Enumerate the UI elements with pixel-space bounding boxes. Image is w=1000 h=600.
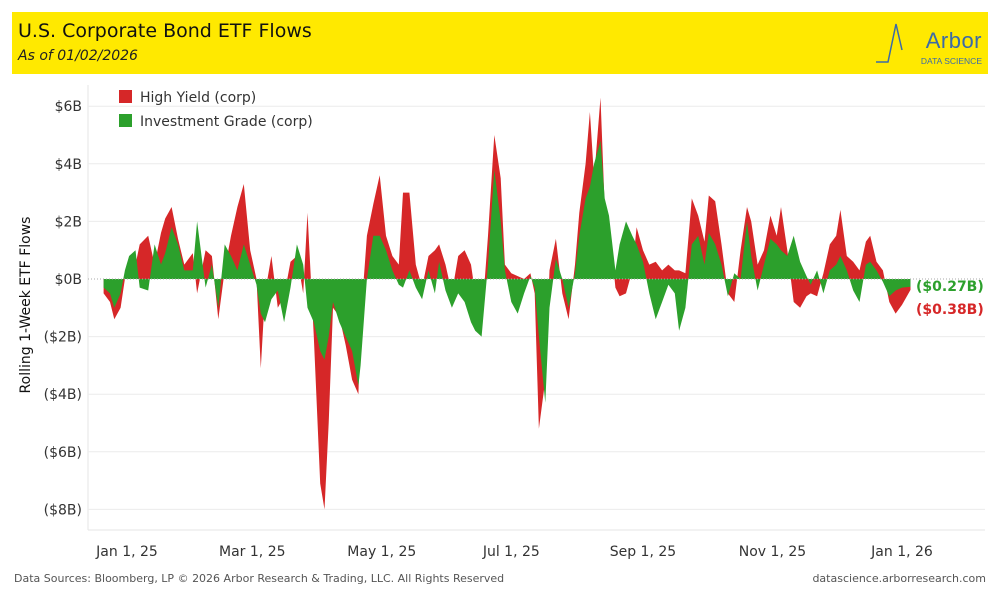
x-tick-label: Jan 1, 25 bbox=[95, 544, 158, 560]
y-tick-label: $6B bbox=[55, 99, 82, 115]
high-yield-area bbox=[103, 97, 911, 510]
y-tick-label: ($6B) bbox=[44, 445, 82, 461]
end-label-investment-grade: ($0.27B) bbox=[916, 279, 984, 295]
logo-text: Arbor bbox=[925, 28, 982, 53]
legend-swatch-investment-grade bbox=[119, 114, 132, 127]
x-tick-label: Nov 1, 25 bbox=[739, 544, 806, 560]
logo-subtext: DATA SCIENCE bbox=[920, 56, 982, 66]
arbor-logo: Arbor DATA SCIENCE bbox=[872, 20, 982, 70]
legend-label-high-yield: High Yield (corp) bbox=[140, 90, 256, 106]
data-sources-note: Data Sources: Bloomberg, LP © 2026 Arbor… bbox=[14, 572, 505, 585]
y-tick-label: ($2B) bbox=[44, 330, 82, 346]
logo-mark-icon bbox=[876, 23, 903, 63]
header-banner: U.S. Corporate Bond ETF Flows As of 01/0… bbox=[12, 12, 988, 74]
page-title: U.S. Corporate Bond ETF Flows bbox=[18, 20, 312, 42]
legend: High Yield (corp) Investment Grade (corp… bbox=[119, 90, 313, 130]
legend-label-investment-grade: Investment Grade (corp) bbox=[140, 114, 313, 130]
website-link[interactable]: datascience.arborresearch.com bbox=[812, 572, 986, 585]
x-tick-label: Jan 1, 26 bbox=[870, 544, 933, 560]
as-of-date: As of 01/02/2026 bbox=[18, 48, 138, 64]
y-tick-label: ($8B) bbox=[44, 502, 82, 518]
y-axis-label: Rolling 1-Week ETF Flows bbox=[18, 217, 34, 394]
x-tick-label: Sep 1, 25 bbox=[610, 544, 676, 560]
x-tick-label: Jul 1, 25 bbox=[482, 544, 540, 560]
end-label-high-yield: ($0.38B) bbox=[916, 302, 984, 318]
y-tick-label: $4B bbox=[55, 157, 82, 173]
x-tick-label: Mar 1, 25 bbox=[219, 544, 286, 560]
y-tick-label: ($4B) bbox=[44, 387, 82, 403]
flows-chart: $6B $4B $2B $0B ($2B) ($4B) ($6B) ($8B) Jan 1, 2… bbox=[18, 85, 985, 560]
investment-grade-area bbox=[103, 140, 911, 403]
y-tick-label: $2B bbox=[55, 214, 82, 230]
legend-swatch-high-yield bbox=[119, 90, 132, 103]
y-tick-label: $0B bbox=[55, 272, 82, 288]
x-tick-label: May 1, 25 bbox=[347, 544, 416, 560]
